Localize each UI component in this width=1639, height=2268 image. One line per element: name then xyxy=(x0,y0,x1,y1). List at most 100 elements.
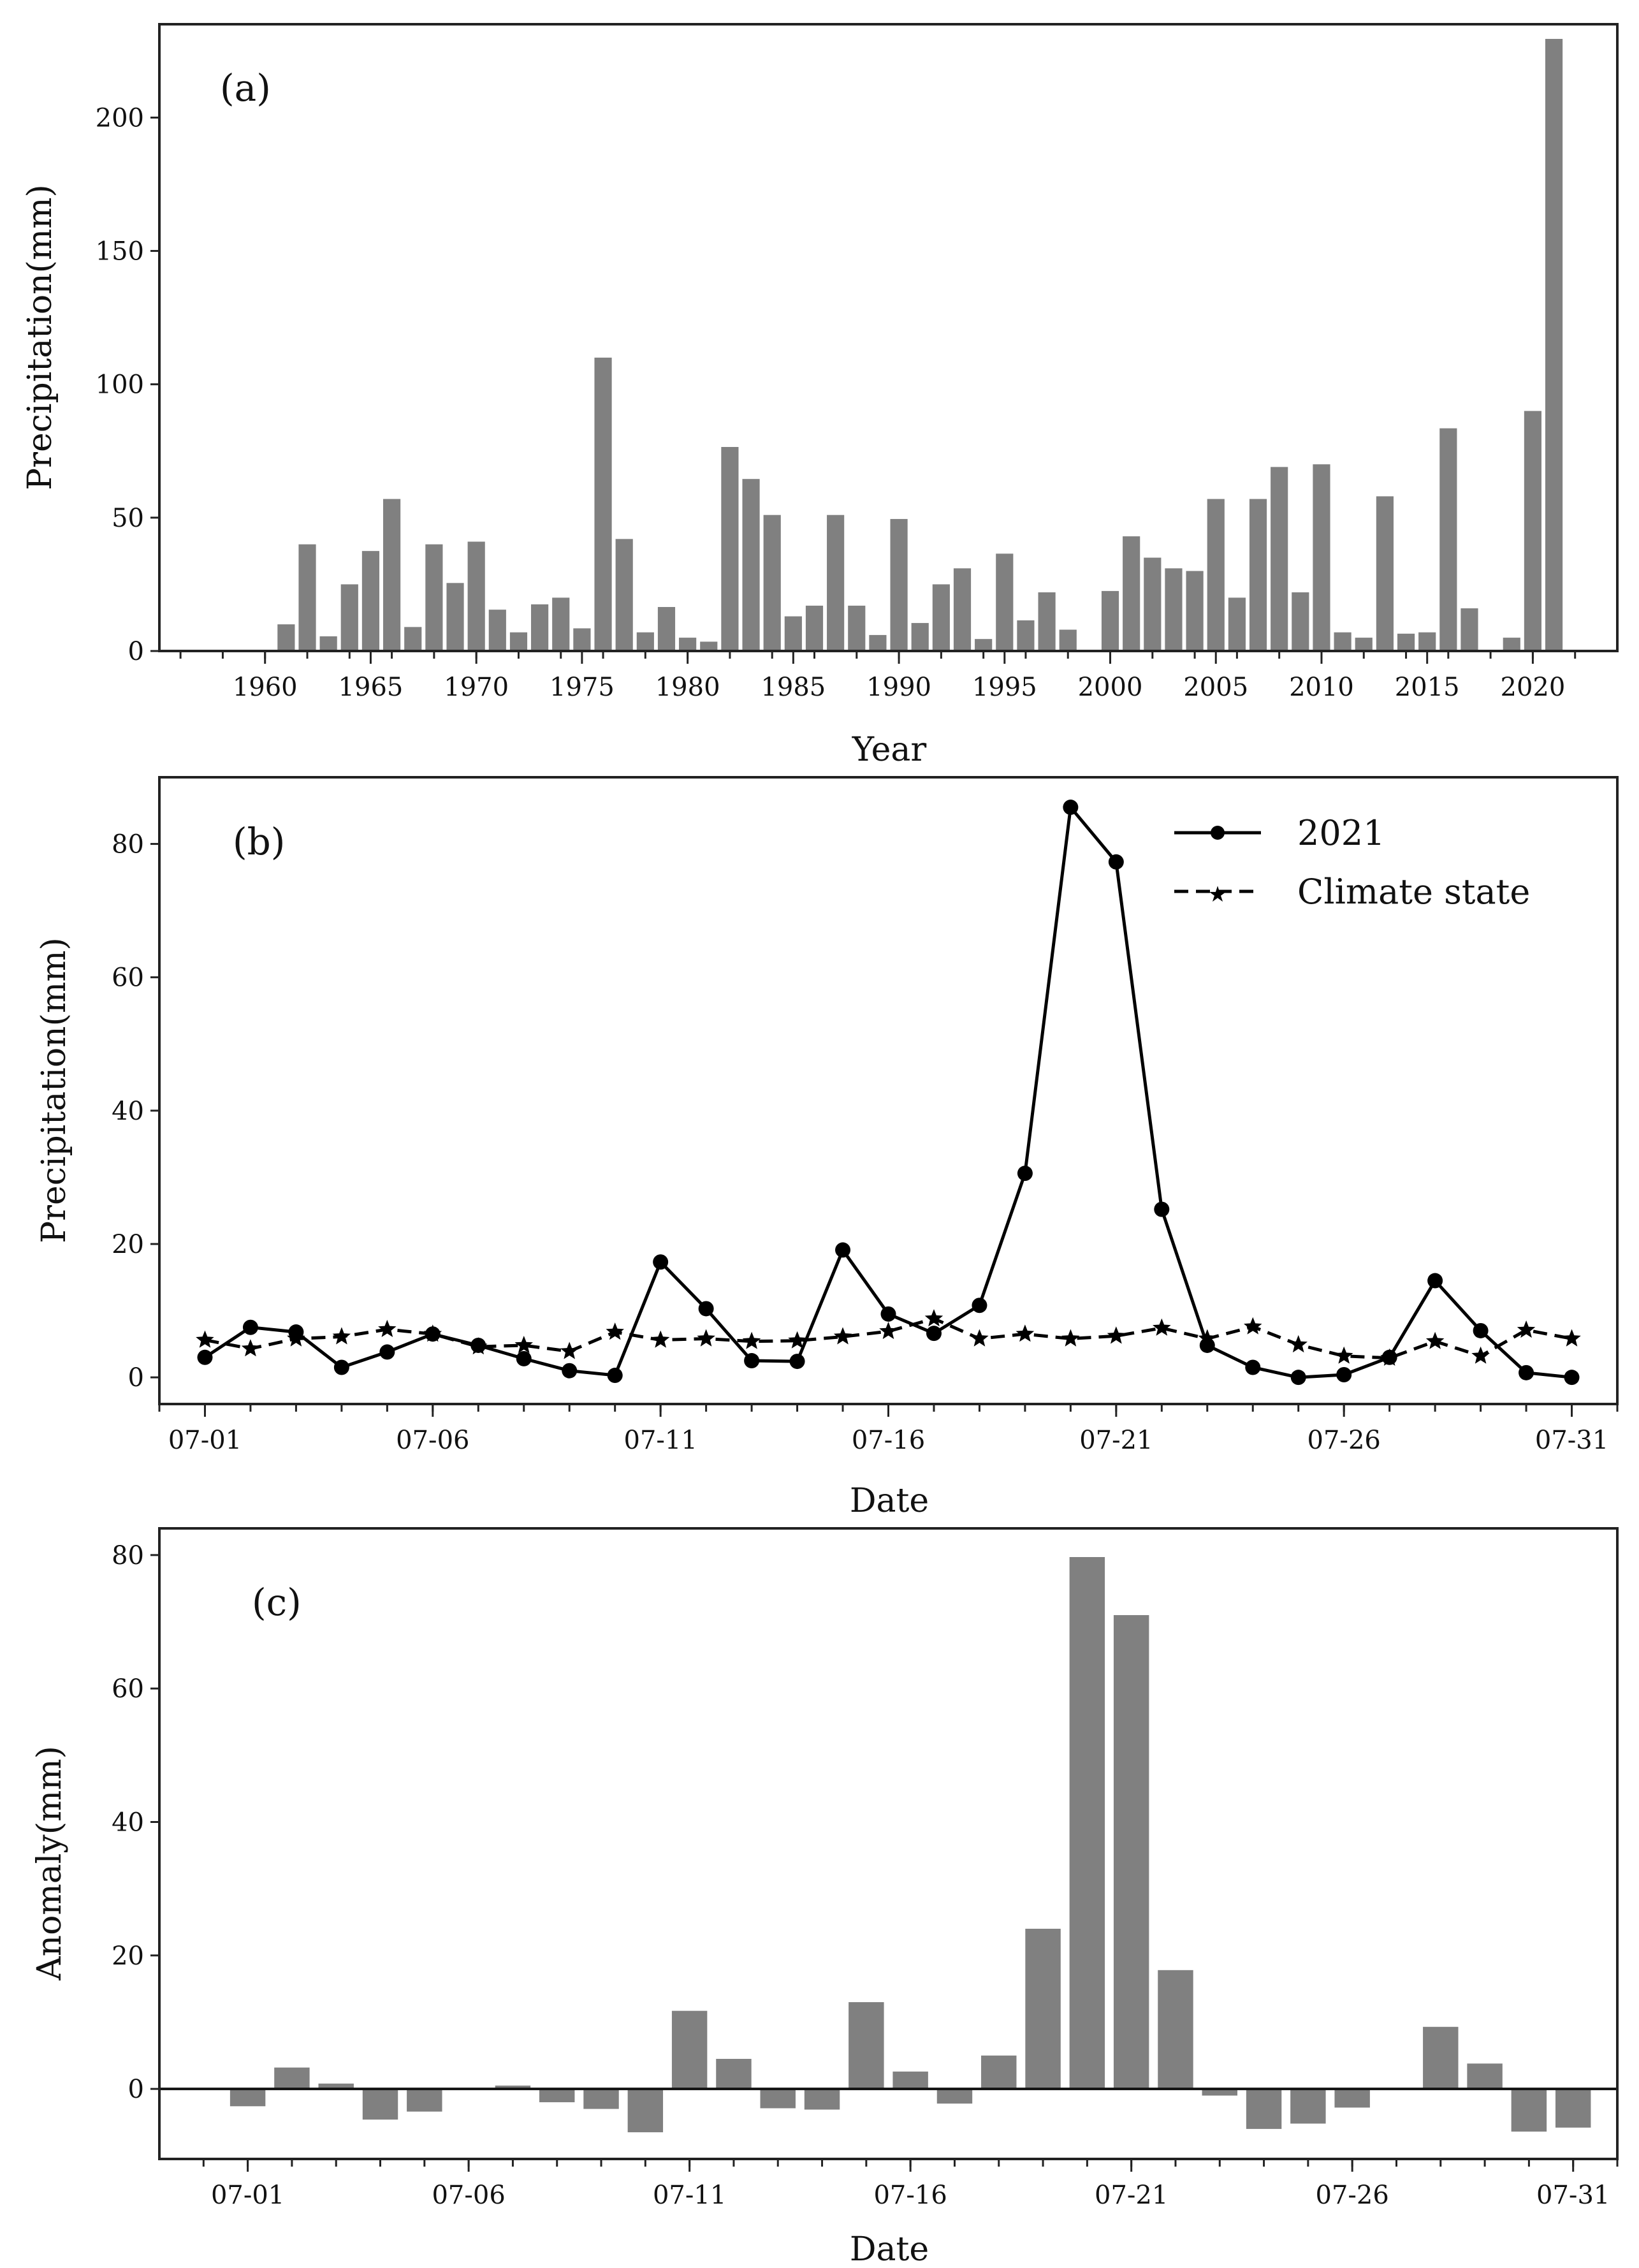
bar-1986 xyxy=(805,605,824,651)
climate-state-point-17 xyxy=(924,1309,943,1327)
series-2021-point-9 xyxy=(562,1363,578,1379)
climate-state-point-18 xyxy=(970,1329,989,1347)
series-2021-point-19 xyxy=(1017,1166,1033,1182)
anomaly-bar-07-21 xyxy=(1113,1615,1149,2089)
x-tick-label: 07-21 xyxy=(1095,2181,1168,2210)
series-2021-point-28 xyxy=(1427,1273,1443,1289)
bar-1973 xyxy=(531,604,549,651)
bar-1966 xyxy=(383,499,401,651)
bar-1998 xyxy=(1059,629,1077,651)
x-tick-label: 07-26 xyxy=(1308,1426,1381,1455)
bar-2021 xyxy=(1545,39,1563,651)
bar-2004 xyxy=(1186,571,1204,651)
y-tick-label: 40 xyxy=(112,1097,144,1126)
bar-1983 xyxy=(742,479,760,651)
bar-1993 xyxy=(953,568,972,651)
series-2021-point-18 xyxy=(972,1298,987,1313)
anomaly-bar-07-13 xyxy=(760,2089,796,2109)
series-2021-point-11 xyxy=(653,1254,669,1270)
bar-1976 xyxy=(594,357,612,651)
y-tick-label: 40 xyxy=(112,1808,144,1837)
climate-state-point-11 xyxy=(651,1330,670,1348)
anomaly-bar-07-31 xyxy=(1555,2089,1591,2128)
climate-state-point-9 xyxy=(560,1342,579,1359)
panel-b-x-axis-label: Date xyxy=(850,1482,929,1520)
anomaly-bar-07-22 xyxy=(1158,1970,1193,2089)
bar-2009 xyxy=(1292,592,1309,651)
climate-state-point-14 xyxy=(788,1331,806,1349)
series-2021-point-27 xyxy=(1381,1349,1397,1365)
climate-state-point-29 xyxy=(1471,1346,1490,1364)
bar-1995 xyxy=(996,553,1014,651)
anomaly-bar-07-07 xyxy=(495,2085,531,2089)
bar-1975 xyxy=(573,628,591,651)
panel-a-x-axis: 1960 1965 1970 1975 1980 1985 1990 1995 2000 2005… xyxy=(179,651,1577,702)
x-tick-label: 07-31 xyxy=(1536,2181,1610,2210)
bar-1965 xyxy=(361,551,380,651)
bar-1994 xyxy=(975,639,993,651)
bar-1981 xyxy=(700,641,718,651)
anomaly-bar-07-02 xyxy=(274,2067,310,2089)
legend-climate-label: Climate state xyxy=(1297,872,1530,912)
series-2021-point-7 xyxy=(470,1337,486,1353)
anomaly-bar-07-03 xyxy=(318,2083,354,2089)
panel-a-annual-precipitation: 1960 1965 1970 1975 1980 1985 1990 1995 2000 2005… xyxy=(21,23,1619,769)
series-2021-point-2 xyxy=(242,1319,258,1335)
anomaly-bar-07-10 xyxy=(627,2089,664,2133)
anomaly-bar-07-17 xyxy=(936,2089,973,2104)
panel-b-legend: 2021 ★ Climate state xyxy=(1174,813,1530,912)
x-tick-label: 1965 xyxy=(339,673,404,702)
y-tick-label: 80 xyxy=(112,1541,144,1570)
y-tick-label: 80 xyxy=(112,830,144,860)
bar-1984 xyxy=(763,515,781,651)
series-2021-point-16 xyxy=(880,1306,896,1322)
panel-c-label: (c) xyxy=(252,1581,302,1624)
anomaly-bar-07-24 xyxy=(1246,2089,1282,2129)
x-tick-label: 1970 xyxy=(444,673,509,702)
y-tick-label: 200 xyxy=(96,103,144,133)
series-2021-point-6 xyxy=(425,1326,441,1342)
panel-a-bars xyxy=(277,39,1563,651)
climate-state-point-16 xyxy=(879,1322,898,1340)
climate-state-point-20 xyxy=(1061,1329,1080,1347)
x-tick-label: 07-11 xyxy=(624,1426,697,1455)
panel-c-daily-anomaly: 07-01 07-06 07-11 07-16 07-21 07-26 07-31 0 20 4… xyxy=(31,1527,1619,2268)
x-tick-label: 2020 xyxy=(1501,673,1566,702)
bar-1997 xyxy=(1038,592,1056,651)
panel-a-y-axis-label: Precipitation(mm) xyxy=(21,184,59,490)
anomaly-bar-07-30 xyxy=(1511,2089,1547,2132)
y-tick-label: 0 xyxy=(128,1363,144,1393)
y-tick-label: 60 xyxy=(112,1674,144,1704)
x-tick-label: 07-21 xyxy=(1079,1426,1153,1455)
series-2021-point-4 xyxy=(333,1359,349,1375)
y-tick-label: 20 xyxy=(112,1942,144,1971)
climate-state-point-10 xyxy=(606,1322,624,1340)
panel-b-daily-precipitation: 07-01 07-06 07-11 07-16 07-21 07-26 07-31 0 20 4… xyxy=(35,776,1619,1520)
x-tick-label: 07-26 xyxy=(1316,2181,1389,2210)
x-tick-label: 1985 xyxy=(761,673,826,702)
anomaly-bar-07-15 xyxy=(849,2002,884,2089)
x-tick-label: 1995 xyxy=(972,673,1037,702)
bar-1969 xyxy=(446,583,464,651)
climate-state-point-31 xyxy=(1563,1329,1581,1347)
y-tick-label: 20 xyxy=(112,1230,144,1259)
series-2021-point-14 xyxy=(789,1354,805,1370)
bar-1963 xyxy=(319,636,337,651)
y-tick-label: 60 xyxy=(112,963,144,993)
anomaly-bar-07-12 xyxy=(716,2059,752,2089)
series-2021-point-24 xyxy=(1245,1359,1261,1375)
bar-2002 xyxy=(1144,557,1162,651)
series-2021-point-15 xyxy=(835,1242,851,1258)
bar-2013 xyxy=(1376,496,1394,651)
bar-1979 xyxy=(657,606,676,651)
anomaly-bar-07-05 xyxy=(407,2089,442,2112)
bar-2010 xyxy=(1313,464,1330,651)
panel-b-series xyxy=(196,800,1581,1386)
series-2021-point-5 xyxy=(379,1344,395,1360)
climate-state-point-28 xyxy=(1425,1331,1445,1349)
bar-1996 xyxy=(1017,620,1035,651)
series-2021-point-13 xyxy=(744,1353,760,1369)
bar-2008 xyxy=(1271,467,1288,651)
series-2021-point-20 xyxy=(1063,800,1079,816)
